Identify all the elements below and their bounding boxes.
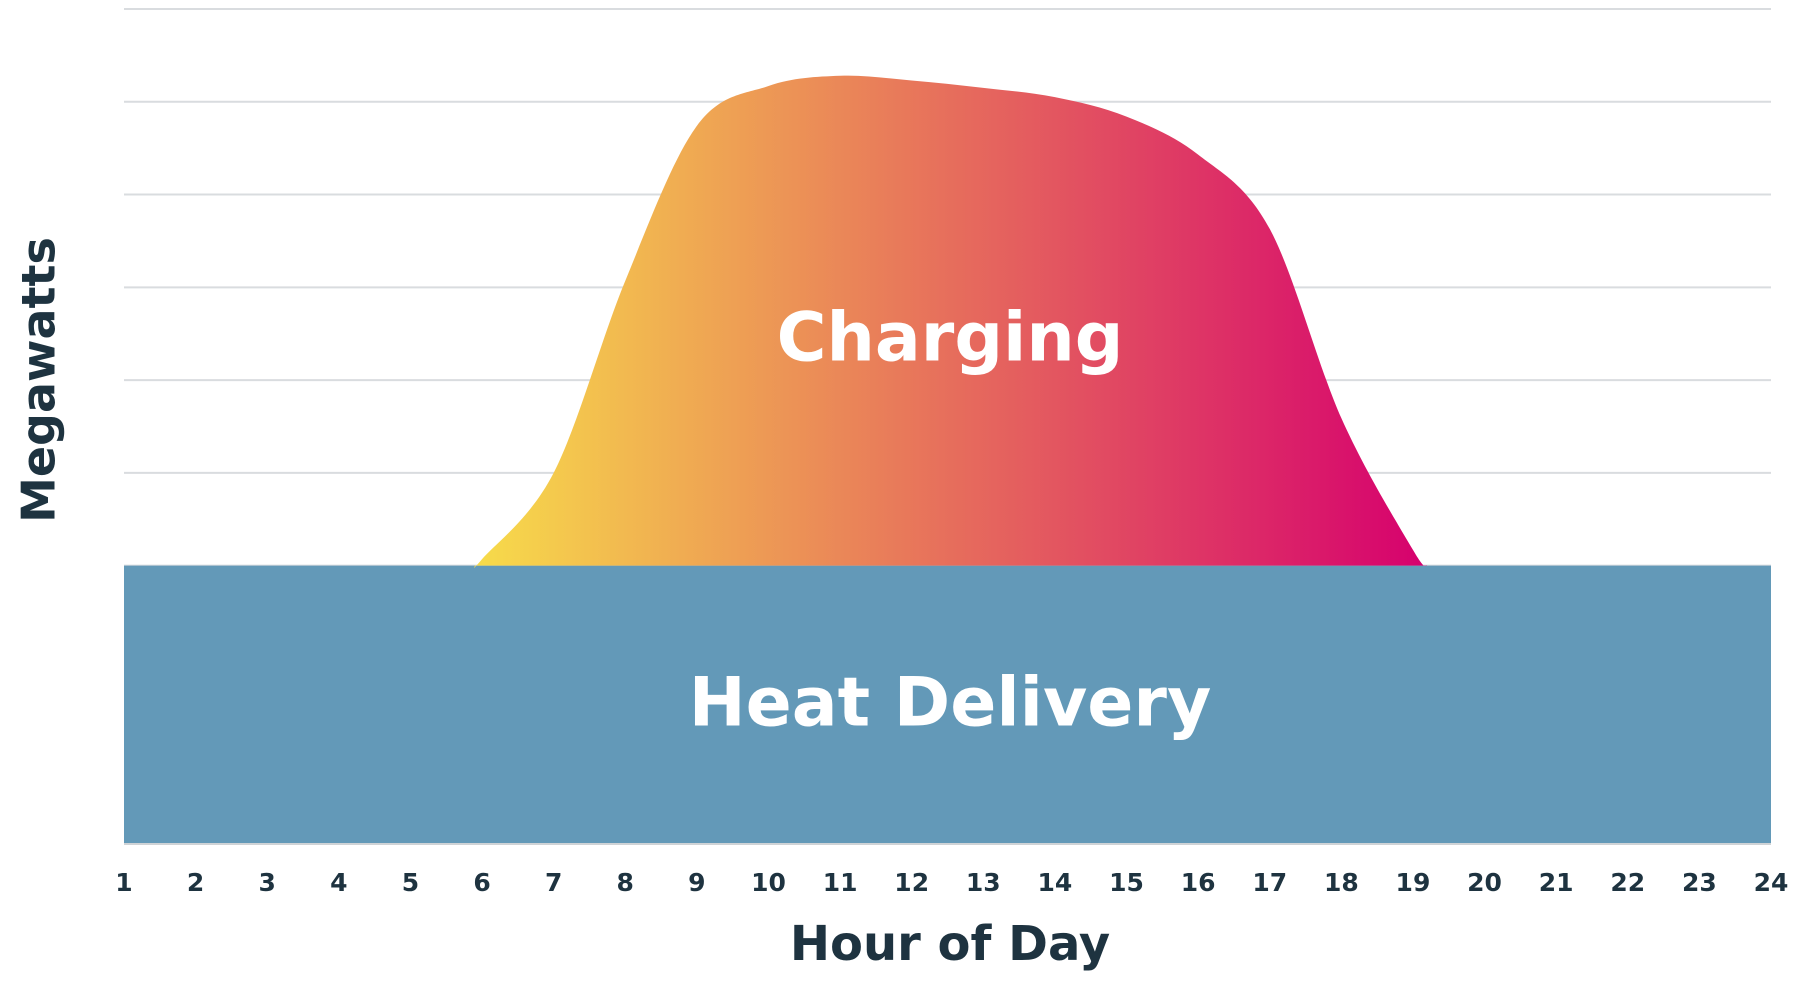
x-tick-label: 11 xyxy=(823,868,858,897)
x-tick-label: 12 xyxy=(894,868,929,897)
x-tick-label: 22 xyxy=(1610,868,1645,897)
x-tick-label: 3 xyxy=(259,868,276,897)
area xyxy=(124,565,1771,844)
x-tick-label: 2 xyxy=(187,868,204,897)
x-tick-label: 23 xyxy=(1682,868,1717,897)
x-tick-label: 19 xyxy=(1396,868,1431,897)
x-tick-label: 9 xyxy=(688,868,705,897)
y-axis-label: Megawatts xyxy=(12,237,66,523)
x-tick-label: 21 xyxy=(1539,868,1574,897)
x-tick-label: 16 xyxy=(1181,868,1216,897)
x-tick-label: 24 xyxy=(1754,868,1789,897)
x-tick-label: 5 xyxy=(402,868,419,897)
x-tick-label: 20 xyxy=(1467,868,1502,897)
x-tick-label: 15 xyxy=(1109,868,1144,897)
x-tick-label: 13 xyxy=(966,868,1001,897)
x-axis-label: Hour of Day xyxy=(790,916,1110,972)
legend-label: Charging xyxy=(777,299,1124,378)
x-tick-label: 18 xyxy=(1324,868,1359,897)
x-tick-label: 17 xyxy=(1252,868,1287,897)
x-tick-label: 10 xyxy=(751,868,786,897)
x-tick-label: 1 xyxy=(115,868,132,897)
area xyxy=(473,75,1428,568)
x-tick-label: 7 xyxy=(545,868,562,897)
x-tick-label: 6 xyxy=(473,868,490,897)
legend-label: Heat Delivery xyxy=(689,664,1212,743)
x-tick-label: 4 xyxy=(330,868,347,897)
x-tick-label: 14 xyxy=(1038,868,1073,897)
x-tick-label: 8 xyxy=(617,868,634,897)
